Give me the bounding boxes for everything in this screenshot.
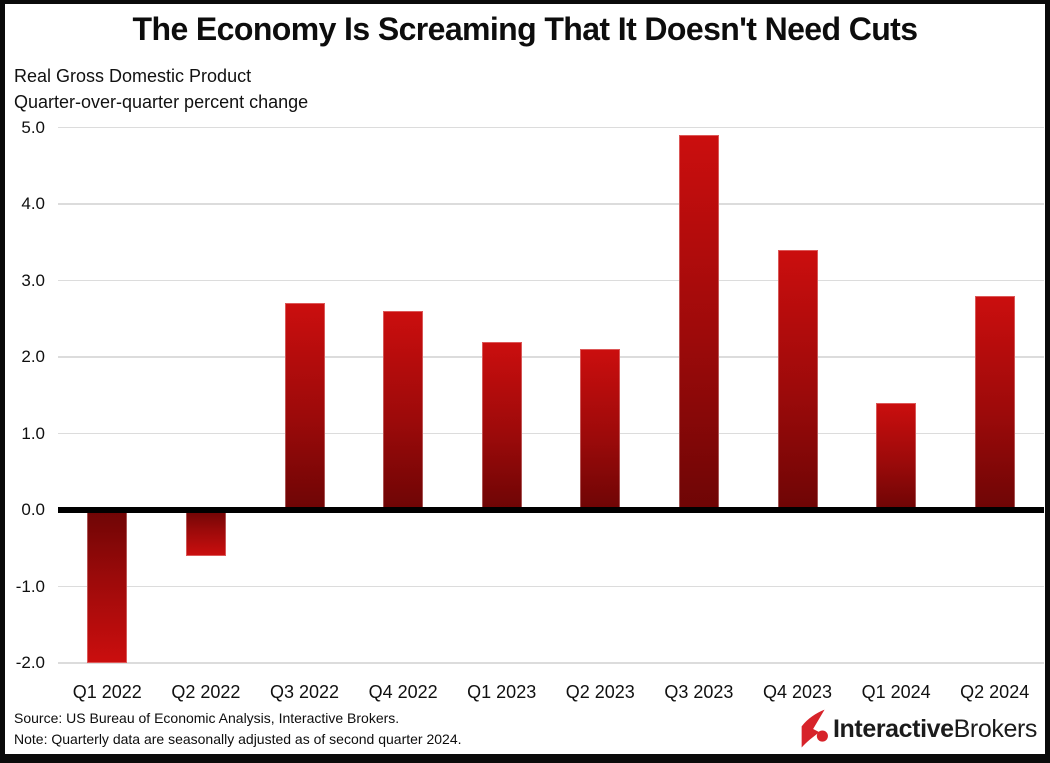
brand-word-brokers: Brokers [953, 714, 1038, 743]
y-gridline [58, 203, 1044, 205]
y-gridline [58, 662, 1044, 664]
y-gridline [58, 585, 1044, 588]
y-axis-tick-label: 4.0 [21, 194, 45, 213]
bar-q1-2023 [481, 341, 522, 510]
chart-subtitle-line2: Quarter-over-quarter percent change [14, 92, 309, 112]
bar-q1-2024 [876, 402, 917, 510]
bar-chart-plot-area: 5.0 4.0 3.0 2.0 1.0 0.0 -1.0 -2.0 Q1 2022 Q2 2022… [5, 4, 1045, 754]
y-gridline [58, 279, 1044, 282]
data-note: Note: Quarterly data are seasonally adju… [14, 731, 462, 747]
interactive-brokers-wordmark: InteractiveBrokers [833, 715, 1037, 744]
x-axis-tick-label: Q3 2023 [664, 682, 734, 702]
bar-q3-2023 [678, 135, 719, 510]
y-axis-tick-label: -2.0 [15, 653, 45, 672]
bar-q4-2022 [383, 311, 424, 510]
y-axis-tick-label: 2.0 [21, 347, 45, 366]
interactive-brokers-logo: InteractiveBrokers [799, 709, 1037, 749]
zero-axis-line [58, 507, 1044, 513]
bar-q1-2022 [87, 510, 128, 663]
x-axis-tick-label: Q3 2022 [269, 682, 340, 702]
bar-q2-2022 [185, 510, 226, 556]
y-axis-tick-label: 3.0 [21, 270, 45, 290]
interactive-brokers-icon [801, 709, 828, 748]
brand-word-interactive: Interactive [832, 714, 954, 743]
x-axis-tick-label: Q1 2023 [467, 682, 537, 702]
y-axis-tick-label: -1.0 [15, 576, 45, 596]
y-gridline [58, 356, 1044, 358]
chart-title: The Economy Is Screaming That It Doesn't… [132, 11, 918, 47]
x-axis-tick-label: Q4 2023 [762, 682, 833, 702]
y-gridline [58, 126, 1044, 129]
x-axis-tick-label: Q2 2022 [171, 682, 241, 702]
bar-q2-2023 [580, 349, 621, 510]
bar-q2-2024 [974, 295, 1015, 510]
x-axis-tick-label: Q1 2022 [72, 682, 142, 702]
y-axis-tick-label: 0.0 [21, 500, 45, 519]
bar-q4-2023 [777, 249, 818, 510]
y-gridline [58, 432, 1044, 435]
y-axis-tick-label: 1.0 [21, 423, 45, 443]
x-axis-tick-label: Q4 2022 [368, 682, 438, 702]
source-note: Source: US Bureau of Economic Analysis, … [14, 710, 400, 726]
x-axis-tick-label: Q2 2023 [565, 682, 635, 702]
x-axis-tick-label: Q2 2024 [960, 682, 1030, 702]
y-axis-tick-label: 5.0 [21, 117, 45, 137]
chart-subtitle-line1: Real Gross Domestic Product [14, 66, 252, 86]
bar-q3-2022 [284, 303, 325, 510]
x-axis-tick-label: Q1 2024 [861, 682, 931, 702]
